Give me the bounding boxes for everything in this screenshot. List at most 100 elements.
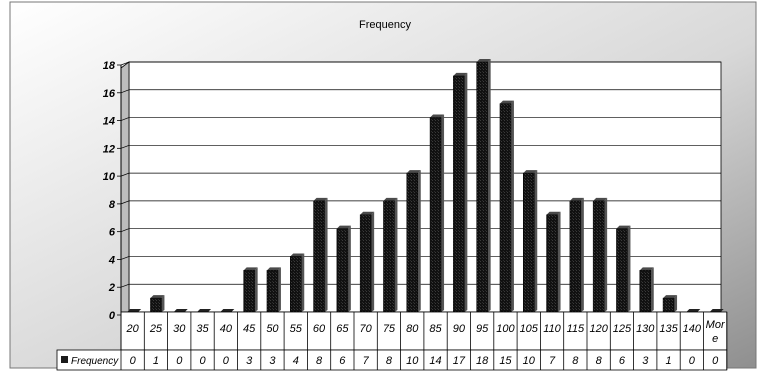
bar-top [616, 225, 631, 229]
bar-side [487, 59, 491, 312]
category-label: 120 [589, 323, 608, 335]
bar-side [254, 267, 258, 312]
gridline-side [120, 172, 130, 177]
category-label: 65 [336, 323, 349, 335]
category-label: 125 [613, 323, 632, 335]
bar-top [593, 197, 608, 201]
bar [336, 228, 349, 313]
bar-side [604, 197, 608, 312]
bar [290, 256, 302, 313]
bar [266, 270, 279, 313]
bar-side [674, 295, 678, 312]
category-label-cont: e [712, 333, 718, 345]
bar-side [534, 170, 538, 312]
data-value: 4 [293, 355, 299, 367]
gridline-side [120, 256, 130, 260]
category-label: Mor [706, 319, 726, 331]
bar [569, 200, 582, 313]
data-value: 8 [596, 355, 603, 367]
data-value: 0 [689, 355, 696, 367]
data-value: 7 [549, 355, 556, 367]
bar-side [464, 72, 468, 312]
bar [383, 200, 395, 313]
plot-side-wall [120, 61, 130, 313]
data-value: 0 [223, 355, 230, 367]
data-value: 10 [523, 355, 536, 367]
data-value: 0 [176, 355, 183, 367]
category-label: 55 [290, 323, 303, 335]
bar [243, 270, 255, 313]
bar-top [406, 170, 421, 174]
data-value: 17 [453, 355, 466, 367]
category-label: 105 [520, 323, 539, 335]
y-tick-label: 0 [109, 310, 116, 322]
bar-top [360, 211, 375, 215]
bar-side [301, 253, 305, 312]
gridline-side [120, 228, 130, 232]
data-value: 6 [619, 355, 626, 367]
bar-zero [127, 309, 142, 312]
bar-top [383, 197, 398, 201]
category-label: 100 [496, 323, 515, 335]
y-tick-label: 8 [109, 199, 116, 211]
category-label: 35 [196, 323, 209, 335]
category-label: 80 [406, 323, 419, 335]
bar [499, 103, 512, 313]
bar-top [266, 267, 281, 271]
data-value: 0 [199, 355, 206, 367]
bar [313, 200, 325, 313]
bar-top [430, 114, 445, 118]
bar-side [650, 267, 654, 312]
category-label: 20 [126, 323, 140, 335]
category-label: 45 [243, 323, 256, 335]
category-label: 40 [220, 323, 233, 335]
category-label: 140 [683, 323, 702, 335]
bar-top [639, 267, 654, 271]
bar-top [313, 197, 328, 201]
bar [406, 172, 418, 313]
gridline-side [120, 200, 130, 205]
data-value: 14 [429, 355, 441, 367]
category-label: 25 [149, 323, 163, 335]
bar-zero [709, 309, 724, 312]
bar [592, 200, 605, 313]
legend-swatch [61, 356, 68, 363]
bar [429, 117, 442, 313]
gridline-side [120, 61, 130, 66]
y-tick-label: 4 [108, 254, 115, 266]
bar-zero [220, 309, 235, 312]
data-value: 1 [665, 355, 671, 367]
data-value: 3 [246, 355, 253, 367]
data-value: 0 [130, 355, 137, 367]
y-tick-label: 18 [103, 60, 116, 72]
gridline-side [120, 283, 130, 288]
y-tick-label: 14 [103, 116, 115, 128]
gridline-side [120, 89, 130, 94]
bar-top [476, 59, 491, 62]
bar-side [441, 114, 445, 312]
category-label: 30 [173, 323, 186, 335]
bar [546, 214, 558, 313]
category-label: 50 [266, 323, 279, 335]
bar-side [161, 295, 165, 312]
bar [359, 214, 372, 313]
data-value: 0 [712, 355, 719, 367]
data-value: 7 [363, 355, 370, 367]
bar-top [569, 197, 584, 201]
bar-zero [197, 309, 212, 312]
bar-side [347, 225, 351, 312]
bar [453, 75, 465, 313]
bar-side [324, 197, 328, 312]
legend-label: Frequency [71, 356, 119, 367]
category-label: 115 [567, 323, 585, 335]
bar-top [499, 100, 514, 104]
category-label: 60 [313, 323, 326, 335]
chart-title: Frequency [359, 19, 411, 31]
bar-top [150, 295, 165, 299]
bar-top [453, 72, 468, 76]
bar-top [663, 295, 678, 299]
data-value: 1 [153, 355, 159, 367]
category-label: 110 [543, 323, 561, 335]
bar-top [243, 267, 258, 271]
